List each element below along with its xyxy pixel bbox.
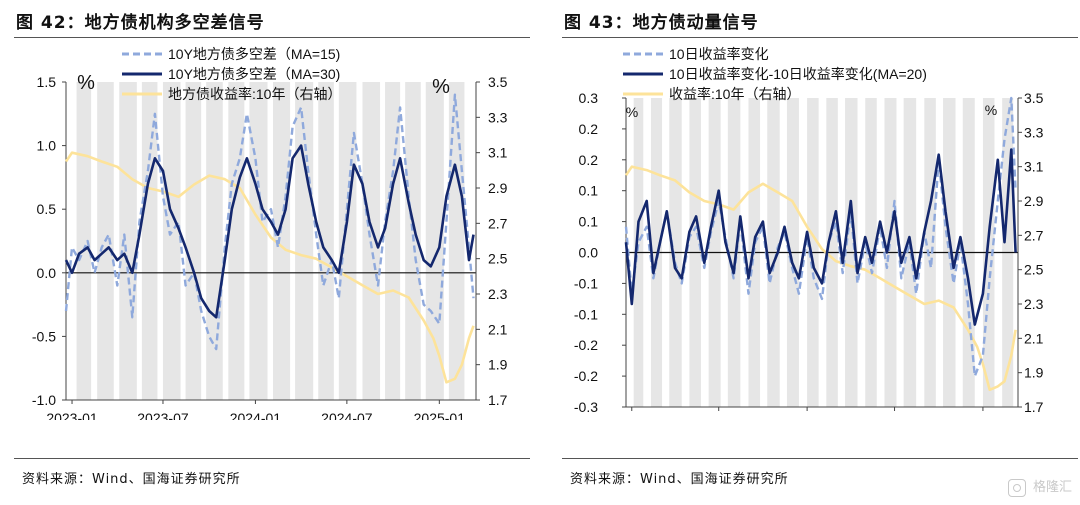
- series-line-2: [64, 151, 475, 384]
- shaded-period-16: [425, 82, 444, 400]
- legend-label-1: 10Y地方债多空差（MA=30): [168, 66, 340, 82]
- right-tick-label: 3.3: [1024, 124, 1044, 140]
- figure-42-title-rule: [14, 37, 530, 38]
- figure-43-title: 图 43：地方债动量信号: [564, 13, 759, 33]
- right-tick-label: 1.9: [488, 357, 508, 373]
- left-tick-label: 0.2: [579, 152, 599, 168]
- left-tick-label: 0.2: [579, 121, 599, 137]
- shaded-period-13: [362, 82, 381, 400]
- shaded-period-3: [141, 82, 158, 400]
- shaded-period-6: [206, 82, 223, 400]
- left-tick-label: -1.0: [32, 392, 56, 408]
- legend-label-2: 收益率:10年（右轴）: [669, 86, 800, 102]
- left-tick-label: 0.0: [579, 245, 599, 261]
- x-tick-label: 2024-07: [321, 410, 373, 420]
- shaded-period-17: [448, 82, 465, 400]
- right-tick-label: 2.7: [488, 215, 508, 231]
- figure-43-bottom-rule: [562, 458, 1078, 459]
- gelonghui-logo-icon: [1007, 478, 1026, 497]
- figure-42-panel: 图 42：地方债机构多空差信号 -1.0 -0.5 0.0 0.5 1.0 1.5 1.7 1…: [0, 0, 530, 505]
- watermark: 格隆汇: [1007, 476, 1072, 497]
- shaded-period-10: [295, 82, 314, 400]
- shaded-period-4: [162, 82, 181, 400]
- right-tick-label: 2.3: [488, 286, 508, 302]
- shaded-period-7: [228, 82, 245, 400]
- left-tick-label: -0.1: [574, 306, 598, 322]
- right-tick-label: 2.1: [1024, 330, 1044, 346]
- right-tick-label: 2.9: [1024, 193, 1044, 209]
- right-tick-label: 2.1: [488, 321, 508, 337]
- left-tick-label: 0.3: [579, 90, 599, 106]
- left-tick-label: 1.0: [37, 138, 57, 154]
- figure-43-panel: 图 43：地方债动量信号 -0.3 -0.2 -0.2 -0.1 -0.1 0.0 0.1 0…: [548, 0, 1078, 505]
- x-tick-label: 2024-01: [230, 410, 282, 420]
- legend: 10Y地方债多空差（MA=15) 10Y地方债多空差（MA=30) 地方债收益率:1…: [122, 46, 341, 102]
- left-tick-label: -0.5: [32, 328, 56, 344]
- shaded-period-0: [76, 82, 92, 400]
- right-tick-label: 1.9: [1024, 365, 1044, 381]
- right-unit-label: %: [985, 102, 997, 118]
- right-tick-label: 3.5: [488, 74, 508, 90]
- right-tick-label: 2.9: [488, 180, 508, 196]
- figure-42-source: 资料来源：Wind、国海证券研究所: [22, 472, 241, 487]
- figure-42-bottom-rule: [14, 458, 530, 459]
- series-line-1: [624, 148, 1017, 326]
- right-tick-label: 1.7: [1024, 399, 1044, 415]
- right-tick-label: 2.7: [1024, 227, 1044, 243]
- legend-label-0: 10日收益率变化: [669, 46, 769, 62]
- shaded-periods: [76, 82, 465, 400]
- right-unit-label: %: [432, 76, 450, 98]
- right-tick-label: 1.7: [488, 392, 508, 408]
- figure-43-title-rule: [562, 37, 1078, 38]
- left-tick-label: 0.0: [37, 265, 57, 281]
- left-tick-label: 0.1: [579, 214, 599, 230]
- series-line-1: [64, 144, 475, 319]
- x-tick-label: 2023-07: [137, 410, 189, 420]
- left-tick-label: -0.2: [574, 368, 598, 384]
- x-tick-label: 2023-01: [46, 410, 98, 420]
- legend: 10日收益率变化 10日收益率变化-10日收益率变化(MA=20) 收益率:10年（…: [623, 46, 927, 102]
- shaded-period-2: [119, 82, 137, 400]
- series-line-2: [624, 165, 1017, 392]
- left-tick-label: 0.5: [37, 201, 57, 217]
- figure-42-chart: -1.0 -0.5 0.0 0.5 1.0 1.5 1.7 1.9 2.1 2.3 2.5 2.7 2.…: [32, 46, 508, 420]
- left-tick-label: 0.1: [579, 183, 599, 199]
- figure-42-title: 图 42：地方债机构多空差信号: [16, 13, 265, 33]
- right-tick-label: 2.5: [488, 251, 508, 267]
- legend-label-1: 10日收益率变化-10日收益率变化(MA=20): [669, 66, 927, 82]
- left-tick-label: -0.3: [574, 399, 598, 415]
- right-tick-label: 3.1: [488, 145, 508, 161]
- shaded-period-9: [273, 82, 291, 400]
- legend-label-0: 10Y地方债多空差（MA=15): [168, 46, 340, 62]
- shaded-period-14: [385, 82, 401, 400]
- shaded-period-5: [185, 82, 202, 400]
- left-tick-label: 1.5: [37, 74, 57, 90]
- watermark-text: 格隆汇: [1032, 480, 1072, 495]
- right-tick-label: 3.5: [1024, 90, 1044, 106]
- left-tick-label: -0.1: [574, 275, 598, 291]
- right-tick-label: 2.5: [1024, 262, 1044, 278]
- left-unit-label: %: [77, 72, 95, 94]
- x-tick-label: 2023-07: [693, 417, 745, 420]
- shaded-period-12: [338, 82, 357, 400]
- figure-43-source: 资料来源：Wind、国海证券研究所: [570, 472, 789, 487]
- x-tick-label: 2025-01: [957, 417, 1009, 420]
- shaded-period-11: [318, 82, 334, 400]
- figure-43-chart: -0.3 -0.2 -0.2 -0.1 -0.1 0.0 0.1 0.1 0.2 0.2 0.3 1.…: [574, 46, 1044, 420]
- legend-label-2: 地方债收益率:10年（右轴）: [168, 86, 341, 102]
- left-tick-label: -0.2: [574, 337, 598, 353]
- right-tick-label: 3.3: [488, 109, 508, 125]
- left-unit-label: %: [626, 104, 638, 120]
- x-tick-label: 2025-01: [414, 410, 466, 420]
- series-line-0: [624, 96, 1017, 378]
- x-tick-label: 2024-01: [781, 417, 833, 420]
- x-tick-label: 2023-01: [606, 417, 658, 420]
- x-tick-label: 2024-07: [869, 417, 921, 420]
- right-tick-label: 3.1: [1024, 159, 1044, 175]
- shaded-period-8: [249, 82, 268, 400]
- right-tick-label: 2.3: [1024, 296, 1044, 312]
